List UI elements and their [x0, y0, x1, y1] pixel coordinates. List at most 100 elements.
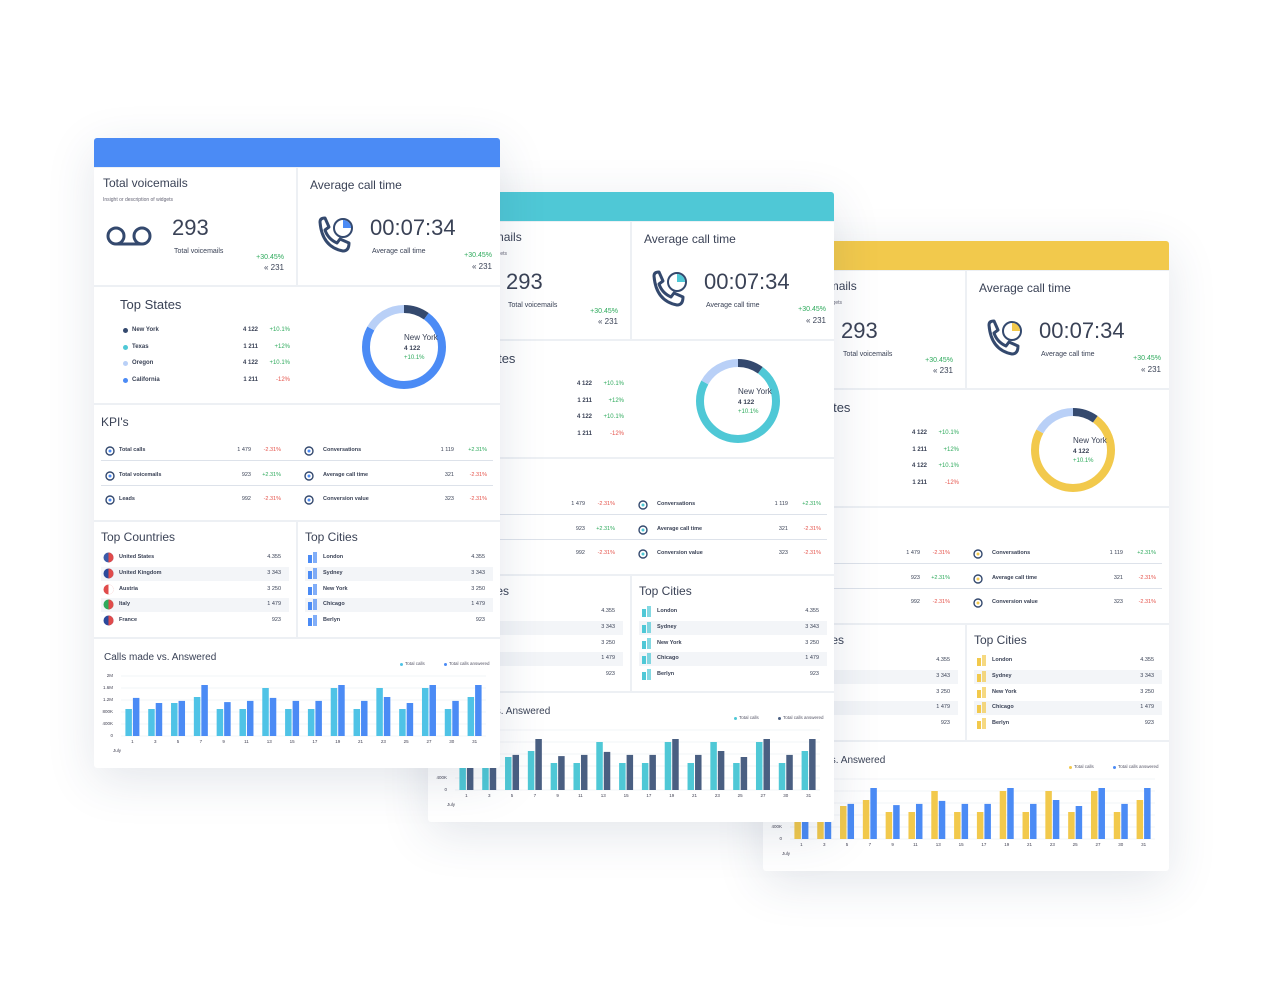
x-tick-label: 15 — [290, 739, 296, 744]
widget-title: Total voicemails — [103, 176, 188, 190]
widget-description: Insight or description of widgets — [103, 197, 174, 203]
bar — [466, 751, 474, 790]
donut-center-change: +10.1% — [738, 409, 759, 415]
kpi-icon — [105, 446, 115, 456]
top-countries-widget: Top Countries United States 4.355 United Ki… — [94, 522, 296, 637]
x-tick-label: 13 — [936, 842, 942, 847]
state-change: -12% — [275, 376, 290, 383]
icon-part — [647, 669, 651, 681]
icon-part — [642, 640, 646, 649]
widget-title: Top Cities — [305, 530, 358, 544]
legend-label: Total calls answered — [783, 715, 824, 720]
voicemails-widget: Total voicemails Insight or description o… — [94, 168, 296, 285]
kpis-widget: KPI's Total calls 1 479 -2.31% Total voicema… — [94, 405, 500, 520]
bar — [550, 763, 558, 790]
row-separator — [435, 538, 827, 540]
bar — [672, 739, 679, 790]
legend-dot — [123, 344, 128, 350]
city-value: 923 — [809, 671, 819, 678]
y-tick-label: 0 — [110, 733, 113, 738]
legend-label: Total calls answered — [1118, 764, 1159, 769]
country-value: 923 — [605, 671, 615, 678]
icon-part — [304, 495, 314, 505]
x-tick-label: 1 — [131, 739, 134, 744]
country-value: 3 250 — [601, 639, 615, 646]
widget-value: 293 — [841, 318, 878, 343]
kpi-name: Total calls — [119, 447, 146, 453]
donut-segment — [696, 359, 780, 443]
x-tick-label: 25 — [404, 739, 410, 744]
row-background — [101, 598, 289, 613]
kpi-change: +2.31% — [802, 501, 821, 507]
bar — [527, 751, 535, 790]
bar — [1022, 812, 1030, 839]
icon-part — [308, 586, 312, 595]
city-icon — [977, 655, 986, 666]
kpi-name: Conversations — [323, 447, 362, 453]
kpi-value: 321 — [778, 525, 788, 532]
widget-value: 293 — [172, 215, 209, 240]
x-axis-sublabel: July — [447, 802, 456, 807]
bar — [338, 685, 345, 736]
bar — [383, 697, 391, 736]
state-name: Oregon — [132, 360, 154, 366]
kpi-change: -2.31% — [1138, 574, 1156, 581]
kpi-value: 1 479 — [237, 447, 251, 453]
city-value: 3 343 — [1140, 672, 1154, 679]
kpi-change: -2.31% — [263, 447, 281, 453]
x-tick-label: 31 — [806, 793, 812, 798]
icon-part — [641, 528, 645, 531]
row-background — [305, 598, 493, 613]
x-tick-label: 23 — [715, 793, 721, 798]
legend-label: Total calls — [739, 715, 759, 720]
widget-title: Average call time — [979, 281, 1071, 295]
icon-part — [652, 270, 685, 307]
x-tick-label: 21 — [1027, 842, 1033, 847]
city-value: 1 479 — [805, 655, 819, 662]
icon-part — [642, 672, 646, 681]
country-name: United States — [119, 554, 155, 560]
kpi-icon — [973, 573, 983, 584]
kpi-value: 1 119 — [774, 501, 788, 507]
state-value: 1 211 — [243, 343, 258, 350]
widget-title: KPI's — [101, 415, 129, 429]
icon-part — [647, 653, 651, 665]
country-name: United Kingdom — [119, 569, 162, 576]
widget-title: Top Cities — [974, 633, 1027, 647]
bar — [763, 739, 770, 790]
widget-value: 293 — [506, 269, 543, 294]
icon-part — [642, 656, 646, 665]
state-change: -12% — [609, 430, 624, 437]
bar — [801, 751, 809, 790]
kpi-change: +2.31% — [596, 525, 615, 532]
bar — [467, 697, 475, 736]
x-tick-label: 7 — [200, 739, 203, 744]
bar — [353, 709, 361, 736]
legend-dot — [734, 717, 737, 720]
icon-part — [973, 573, 983, 584]
kpi-name: Conversion value — [992, 599, 1038, 605]
bar — [710, 742, 717, 790]
phone-icon — [318, 216, 353, 253]
country-name: Italy — [119, 601, 131, 608]
state-value: 4 122 — [242, 360, 258, 366]
city-icon — [308, 615, 317, 627]
bar — [1113, 812, 1121, 839]
bar — [938, 800, 946, 839]
kpi-value: 321 — [1113, 574, 1123, 581]
bar — [915, 803, 923, 839]
flag-icon — [103, 584, 114, 595]
icon-part — [313, 583, 317, 595]
city-icon — [308, 552, 317, 563]
x-tick-label: 27 — [426, 739, 432, 744]
bar — [459, 763, 466, 790]
call-time-widget: Average call time 00:07:34 Average call ti… — [632, 222, 834, 339]
icon-part — [976, 552, 980, 556]
city-icon — [642, 621, 651, 633]
bar — [148, 709, 155, 736]
city-value: 4.355 — [1140, 657, 1154, 663]
bar — [1045, 791, 1052, 839]
legend-dot — [123, 328, 128, 333]
icon-part — [982, 702, 986, 714]
row-background — [974, 669, 1162, 684]
